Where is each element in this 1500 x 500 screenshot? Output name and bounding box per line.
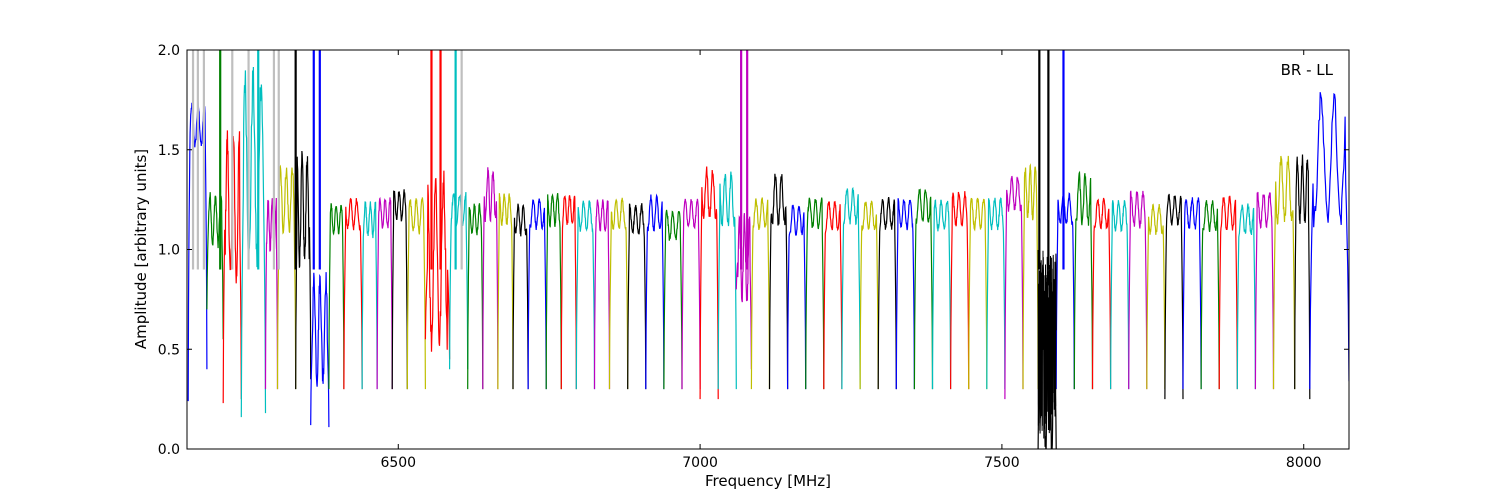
- series-line: [805, 197, 825, 390]
- x-tick-label: 7000: [682, 455, 718, 471]
- series-line: [986, 197, 1006, 390]
- x-axis-label: Frequency [MHz]: [705, 472, 831, 490]
- y-tick-label: 1.5: [158, 143, 180, 159]
- series-line: [527, 198, 547, 390]
- series-line: [1055, 192, 1075, 390]
- series-line: [1022, 163, 1039, 390]
- series-line: [663, 209, 683, 390]
- series-line: [497, 193, 514, 390]
- series-line: [1091, 197, 1112, 390]
- y-tick-label: 1.0: [158, 243, 180, 259]
- series-line: [949, 191, 970, 390]
- y-tick-label: 0.0: [158, 442, 180, 458]
- series-line: [593, 199, 611, 390]
- series-line: [895, 198, 916, 390]
- series-line: [1218, 195, 1238, 390]
- series-line: [1146, 203, 1166, 390]
- series-line: [768, 173, 789, 390]
- series-line: [264, 197, 279, 390]
- series-line: [424, 170, 451, 360]
- series-line: [735, 213, 753, 370]
- series-noise: [1037, 249, 1057, 439]
- series-line: [343, 197, 363, 390]
- x-tick-label: 6500: [380, 455, 416, 471]
- series-line: [877, 196, 897, 390]
- series-line: [968, 197, 988, 390]
- series-line: [545, 192, 562, 390]
- series-line: [1272, 155, 1296, 390]
- series-line: [328, 203, 345, 390]
- series-line: [1109, 200, 1130, 390]
- x-tick-label: 7500: [984, 455, 1020, 471]
- series-line: [1254, 191, 1275, 390]
- series-line: [1294, 154, 1311, 400]
- series-line: [786, 204, 807, 390]
- series-line: [406, 197, 426, 390]
- series-line: [361, 201, 378, 390]
- series-line: [931, 199, 952, 390]
- series-layer: [187, 50, 1349, 449]
- series-line: [699, 166, 719, 400]
- series-line: [295, 150, 312, 390]
- series-line: [482, 167, 499, 390]
- series-line: [681, 198, 701, 390]
- series-line: [276, 164, 297, 390]
- y-tick-label: 0.5: [158, 342, 180, 358]
- corner-annotation: BR - LL: [1281, 61, 1334, 79]
- series-line: [512, 203, 529, 390]
- series-line: [1128, 190, 1148, 390]
- series-line: [449, 192, 469, 370]
- series-line: [1004, 175, 1024, 400]
- x-axis-ticks: 6500 7000 7500 8000: [380, 50, 1322, 471]
- series-line: [310, 272, 330, 428]
- series-line: [823, 200, 843, 390]
- series-line: [240, 66, 267, 418]
- series-line: [560, 195, 577, 390]
- series-line: [1309, 92, 1349, 390]
- y-axis-label: Amplitude [arbitrary units]: [132, 149, 150, 349]
- y-tick-label: 2.0: [158, 43, 180, 59]
- series-line: [1182, 197, 1202, 390]
- series-line: [1200, 200, 1220, 390]
- x-tick-label: 8000: [1286, 455, 1322, 471]
- series-line: [1073, 170, 1094, 390]
- series-line: [645, 193, 665, 390]
- series-line: [575, 200, 596, 390]
- series-line: [913, 188, 934, 390]
- series-line: [1236, 203, 1257, 390]
- series-line: [376, 196, 393, 390]
- series-line: [717, 171, 737, 390]
- series-line: [467, 203, 484, 390]
- series-line: [859, 200, 879, 390]
- series-line: [750, 197, 771, 390]
- series-line: [841, 186, 861, 390]
- series-line: [1164, 193, 1184, 400]
- y-axis-ticks: 0.0 0.5 1.0 1.5 2.0: [158, 43, 1349, 458]
- series-line: [391, 189, 408, 390]
- series-line: [627, 203, 647, 390]
- series-line: [608, 197, 629, 390]
